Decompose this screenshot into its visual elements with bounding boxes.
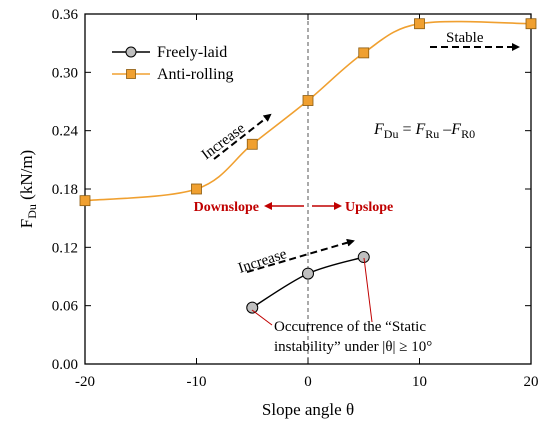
legend: Freely-laid Anti-rolling	[112, 44, 233, 83]
legend-label-freely-laid: Freely-laid	[157, 44, 227, 61]
x-tick-label: 20	[524, 374, 539, 390]
y-tick-label: 0.12	[52, 240, 78, 256]
anti-rolling-point	[79, 195, 91, 207]
x-tick-label: -20	[75, 374, 95, 390]
y-tick-label: 0.18	[52, 182, 78, 198]
series-markers	[79, 18, 537, 314]
equation-text: FDu = FRu –FR0	[373, 121, 475, 141]
legend-label-anti-rolling: Anti-rolling	[157, 66, 233, 83]
note-line-2: instability” under |θ| ≥ 10°	[274, 339, 432, 355]
x-tick-label: 0	[304, 374, 312, 390]
legend-marker-freely-laid	[125, 46, 137, 58]
stable-text: Stable	[446, 30, 484, 46]
x-tick-label: 10	[412, 374, 427, 390]
annotation-equation: FDu = FRu –FR0	[373, 121, 475, 141]
note-leader-right	[363, 257, 373, 323]
annotation-instability-note: Occurrence of the “Static instability” u…	[251, 257, 432, 355]
y-tick-label: 0.06	[52, 299, 79, 315]
series-anti-rolling-curve	[84, 20, 532, 202]
anti-rolling-point	[191, 183, 202, 195]
increase-upper-arrow	[213, 113, 272, 160]
y-tick-label: 0.00	[52, 357, 78, 373]
note-line-1: Occurrence of the “Static	[274, 319, 426, 335]
increase-lower-arrow	[246, 238, 355, 273]
axis-ticks: -20 -10 0 10 20 0.00 0.06 0.12 0.18 0.24 0.30 0.36	[52, 7, 539, 390]
freely-laid-point	[357, 251, 370, 264]
anti-rolling-point	[246, 138, 258, 150]
legend-marker-anti-rolling	[126, 69, 136, 79]
upslope-text: Upslope	[345, 200, 393, 215]
freely-laid-point	[246, 301, 259, 314]
y-tick-label: 0.24	[52, 124, 79, 140]
y-tick-label: 0.36	[52, 7, 79, 23]
annotation-stable: Stable	[430, 30, 520, 51]
note-leader-left	[251, 309, 273, 326]
x-axis-label: Slope angle θ	[262, 400, 354, 419]
y-axis-label: FDu (kN/m)	[17, 150, 39, 228]
downslope-text: Downslope	[194, 200, 259, 215]
increase-upper-text: Increase	[199, 120, 249, 163]
anti-rolling-point	[525, 18, 537, 30]
anti-rolling-point	[358, 47, 370, 59]
anti-rolling-point	[414, 18, 425, 30]
annotation-direction: Downslope Upslope	[194, 200, 394, 215]
annotation-increase-lower: Increase	[236, 238, 355, 277]
anti-rolling-point	[302, 95, 314, 106]
freely-laid-point	[302, 267, 314, 280]
x-tick-label: -10	[187, 374, 207, 390]
y-tick-label: 0.30	[52, 65, 78, 81]
